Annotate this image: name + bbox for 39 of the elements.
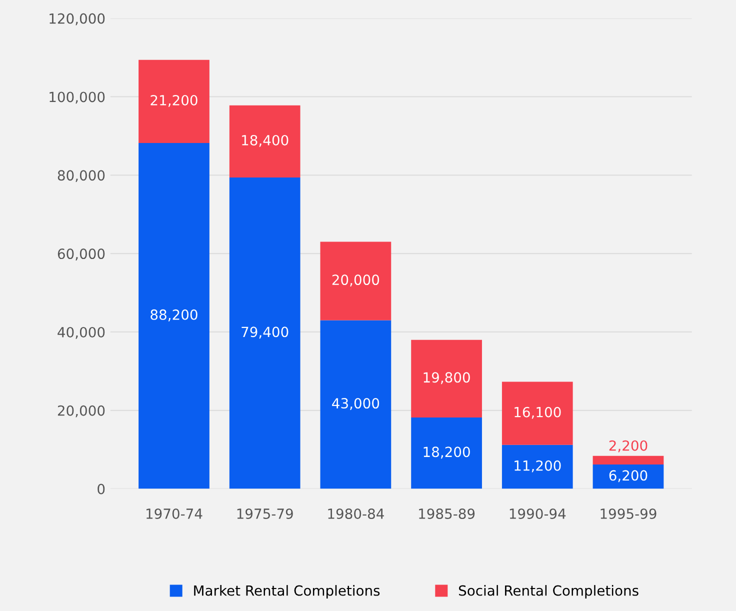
x-tick-label: 1975-79 (237, 508, 293, 519)
bar (138, 143, 210, 489)
data-label: 20,000 (332, 274, 380, 286)
x-tick-label: 1995-99 (600, 508, 656, 519)
bar (320, 242, 392, 320)
data-label: 43,000 (332, 398, 380, 410)
bar (502, 382, 573, 445)
data-label: 18,200 (424, 446, 470, 459)
x-tick-label: 1980-84 (328, 508, 384, 519)
y-tick-label: 60,000 (58, 248, 105, 260)
data-label: 18,400 (242, 134, 288, 147)
y-tick-label: 100,000 (50, 92, 105, 104)
data-label: 19,800 (424, 372, 470, 384)
data-label: 11,200 (514, 460, 561, 472)
legend-label: Social Rental Completions (458, 585, 638, 598)
x-tick-label: 1970-74 (146, 508, 202, 519)
bar (138, 60, 210, 144)
bar (229, 178, 300, 489)
legend-label: Market Rental Completions (194, 585, 380, 598)
x-tick-label: 1990-94 (510, 508, 566, 519)
data-label: 6,200 (609, 470, 648, 482)
bar (320, 320, 392, 489)
data-label: 21,200 (150, 94, 198, 107)
x-tick-label: 1985-89 (419, 508, 475, 519)
bar (592, 456, 664, 464)
bar (502, 444, 573, 489)
bar (411, 417, 482, 489)
data-label: 2,200 (609, 440, 648, 452)
bar (229, 105, 300, 178)
data-label: 79,400 (242, 326, 288, 339)
y-tick-label: 0 (98, 484, 105, 494)
data-label: 16,100 (514, 406, 561, 419)
bar (592, 464, 664, 489)
y-tick-label: 20,000 (58, 405, 105, 418)
bar (411, 340, 482, 418)
y-tick-label: 40,000 (58, 326, 105, 339)
y-tick-label: 120,000 (50, 13, 105, 26)
y-tick-label: 80,000 (58, 170, 105, 182)
data-label: 88,200 (150, 309, 198, 322)
